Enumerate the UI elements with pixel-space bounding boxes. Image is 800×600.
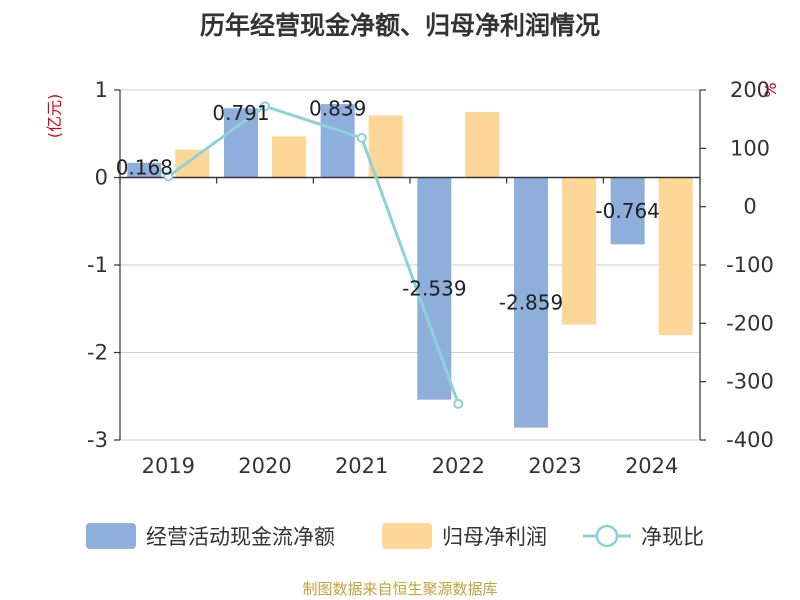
right-tick-label: 0 bbox=[743, 195, 756, 219]
x-tick-label-2022: 2022 bbox=[432, 454, 485, 478]
bar-profit-2021 bbox=[368, 115, 403, 178]
legend-item-cashflow[interactable]: 经营活动现金流净额 bbox=[86, 523, 335, 549]
bar-profit-2022 bbox=[465, 111, 500, 178]
right-tick-label: -200 bbox=[726, 311, 774, 335]
bar-profit-2019 bbox=[175, 149, 210, 178]
bar-cashflow-2019 bbox=[127, 162, 162, 178]
ratio-point-2019 bbox=[163, 171, 174, 182]
data-label-cashflow-2023: -2.859 bbox=[499, 291, 563, 315]
x-tick-label-2019: 2019 bbox=[142, 454, 195, 478]
bar-cashflow-2022 bbox=[417, 177, 452, 400]
right-tick-label: 200 bbox=[730, 78, 770, 102]
left-tick-label: -2 bbox=[87, 341, 108, 365]
data-label-cashflow-2021: 0.839 bbox=[309, 97, 366, 121]
right-axis-ticks: 200 100 0 -100 -200 -300 -400 bbox=[700, 78, 774, 452]
ratio-point-2020 bbox=[260, 101, 270, 112]
x-tick-label-2024: 2024 bbox=[625, 454, 678, 478]
legend-item-ratio[interactable]: 净现比 bbox=[583, 524, 704, 549]
data-label-cashflow-2022: -2.539 bbox=[402, 277, 466, 301]
bar-profit-2024 bbox=[658, 177, 693, 335]
line-series bbox=[163, 101, 464, 409]
right-tick-label: 100 bbox=[730, 136, 770, 160]
x-axis-ticks: 2019 2020 2021 2022 2023 2024 bbox=[142, 454, 679, 478]
bar-cashflow-2021 bbox=[320, 104, 355, 178]
right-tick-label: -300 bbox=[726, 370, 774, 394]
legend-label-profit: 归母净利润 bbox=[442, 525, 547, 549]
ratio-point-2022 bbox=[453, 398, 464, 409]
ratio-point-2021 bbox=[356, 132, 367, 143]
data-label-cashflow-2019: 0.168 bbox=[116, 155, 173, 179]
data-source: 制图数据来自恒生聚源数据库 bbox=[302, 580, 497, 598]
data-label-cashflow-2020: 0.791 bbox=[212, 101, 269, 125]
x-tick-label-2020: 2020 bbox=[238, 454, 291, 478]
right-tick-label: -100 bbox=[726, 253, 774, 277]
left-tick-label: -3 bbox=[87, 428, 108, 452]
bar-profit-2023 bbox=[562, 177, 596, 325]
legend: 经营活动现金流净额 归母净利润 净现比 bbox=[86, 523, 704, 549]
left-axis-ticks: 1 0 -1 -2 -3 bbox=[87, 78, 120, 452]
left-tick-label: -1 bbox=[87, 253, 108, 277]
bars bbox=[127, 104, 693, 428]
legend-swatch-cashflow bbox=[86, 523, 136, 549]
left-axis-unit: (亿元) bbox=[45, 94, 64, 139]
left-tick-label: 1 bbox=[95, 78, 108, 102]
legend-label-cashflow: 经营活动现金流净额 bbox=[146, 525, 335, 549]
right-axis-unit: % bbox=[761, 82, 780, 97]
legend-swatch-profit bbox=[382, 523, 432, 549]
legend-marker-ratio bbox=[595, 524, 619, 548]
legend-item-profit[interactable]: 归母净利润 bbox=[382, 523, 547, 549]
left-tick-label: 0 bbox=[95, 166, 108, 190]
bar-cashflow-2023 bbox=[514, 177, 548, 428]
bar-cashflow-2024 bbox=[610, 177, 645, 245]
gridlines bbox=[120, 89, 700, 441]
bar-cashflow-2020 bbox=[224, 108, 258, 178]
data-label-cashflow-2024: -0.764 bbox=[595, 199, 659, 223]
x-tick-label-2023: 2023 bbox=[528, 454, 581, 478]
right-tick-label: -400 bbox=[726, 428, 774, 452]
legend-label-ratio: 净现比 bbox=[641, 525, 704, 549]
chart-title: 历年经营现金净额、归母净利润情况 bbox=[200, 11, 600, 40]
data-labels: 0.168 0.791 0.839 -2.539 -2.859 -0.764 bbox=[116, 97, 660, 315]
ratio-line bbox=[167, 104, 460, 405]
bar-profit-2020 bbox=[272, 136, 306, 178]
x-tick-label-2021: 2021 bbox=[335, 454, 388, 478]
